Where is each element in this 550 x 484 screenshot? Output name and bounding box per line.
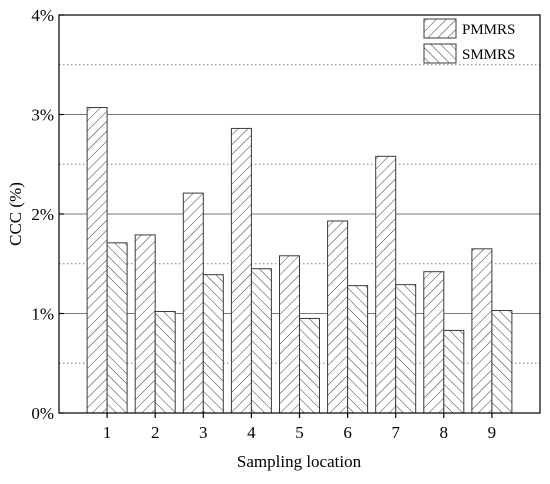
bar-smmrs-9 <box>491 310 513 414</box>
y-tick-label: 3% <box>31 106 54 125</box>
bar-pmmrs-7 <box>375 155 397 414</box>
x-tick-label: 9 <box>488 423 497 442</box>
bar-pmmrs-2 <box>134 234 156 414</box>
bar-pmmrs-1 <box>86 107 108 414</box>
legend-label: SMMRS <box>462 47 515 63</box>
bar-smmrs-6 <box>347 285 369 414</box>
bar-smmrs-7 <box>395 284 417 414</box>
x-tick-label: 4 <box>247 423 256 442</box>
bar-smmrs-4 <box>250 268 272 414</box>
x-tick-label: 8 <box>440 423 449 442</box>
y-tick-label: 2% <box>31 205 54 224</box>
bar-pmmrs-5 <box>279 255 300 414</box>
legend-swatch <box>423 18 457 39</box>
y-axis-label: CCC (%) <box>6 182 25 246</box>
x-tick-label: 2 <box>151 423 160 442</box>
y-tick-label: 1% <box>31 305 54 324</box>
bar-pmmrs-4 <box>230 127 252 414</box>
bars <box>86 107 513 414</box>
x-tick-label: 1 <box>103 423 112 442</box>
y-tick-label: 4% <box>31 6 54 25</box>
bar-smmrs-3 <box>202 274 224 414</box>
y-tick-label: 0% <box>31 404 54 423</box>
bar-pmmrs-8 <box>423 271 445 414</box>
bar-smmrs-5 <box>299 317 320 414</box>
x-tick-label: 3 <box>199 423 208 442</box>
bar-smmrs-8 <box>443 329 465 414</box>
x-axis-label: Sampling location <box>237 452 362 471</box>
bar-smmrs-2 <box>154 311 176 414</box>
legend-swatch <box>423 43 457 64</box>
legend: PMMRS SMMRS <box>423 18 515 64</box>
x-tick-label: 7 <box>391 423 400 442</box>
bar-pmmrs-3 <box>182 192 204 414</box>
x-tick-label: 6 <box>343 423 352 442</box>
bar-pmmrs-9 <box>471 248 493 414</box>
legend-label: PMMRS <box>462 22 515 38</box>
x-tick-label: 5 <box>295 423 304 442</box>
bar-pmmrs-6 <box>327 220 349 414</box>
axes: 0% 1% 2% 3% 4% 1 2 3 4 5 6 7 8 9 <box>31 6 496 442</box>
bar-smmrs-1 <box>106 242 128 414</box>
